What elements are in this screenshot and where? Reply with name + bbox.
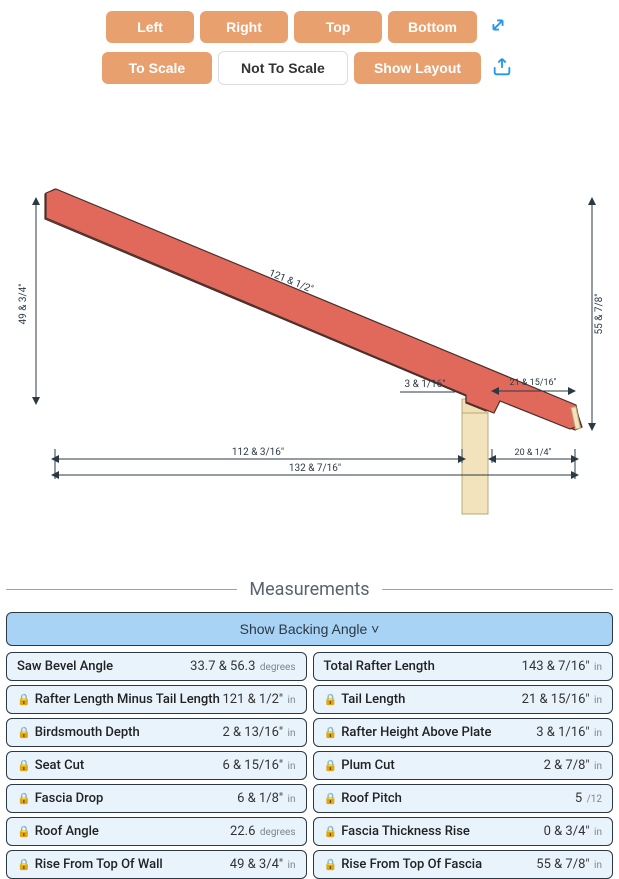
share-icon[interactable] (487, 52, 517, 85)
rafter-diagram: 49 & 3/4" 55 & 7/8" 121 & 1/2" 3 & 1/16"… (0, 149, 619, 549)
not-to-scale-button[interactable]: Not To Scale (218, 51, 348, 85)
show-backing-angle-button[interactable]: Show Backing Angle ˅ (6, 612, 613, 646)
lock-icon: 🔒 (17, 693, 31, 706)
measurement-row[interactable]: 🔒Roof Pitch 5 /12 (313, 784, 614, 813)
measurement-value: 6 & 15/16" in (222, 758, 295, 773)
lock-icon: 🔒 (324, 792, 338, 805)
measurements-header: Measurements (6, 579, 613, 600)
measurement-value: 6 & 1/8" in (237, 791, 295, 806)
measurement-row[interactable]: 🔒Rise From Top Of Wall 49 & 3/4" in (6, 850, 307, 879)
dim-rise-left: 49 & 3/4" (18, 284, 29, 325)
measurement-value: 22.6 degrees (230, 824, 295, 839)
measurement-row[interactable]: 🔒Birdsmouth Depth 2 & 13/16" in (6, 718, 307, 747)
measurement-value: 5 /12 (575, 791, 602, 806)
measurement-row[interactable]: 🔒Fascia Drop 6 & 1/8" in (6, 784, 307, 813)
measurement-label: 🔒Plum Cut (324, 758, 395, 773)
measurement-label: 🔒Fascia Thickness Rise (324, 824, 470, 839)
lock-icon: 🔒 (17, 759, 31, 772)
lock-icon: 🔒 (17, 858, 31, 871)
lock-icon: 🔒 (324, 726, 338, 739)
measurement-row[interactable]: 🔒Rise From Top Of Fascia 55 & 7/8" in (313, 850, 614, 879)
dim-rise-right: 55 & 7/8" (594, 294, 605, 335)
measurement-value: 49 & 3/4" in (230, 857, 296, 872)
left-button[interactable]: Left (106, 11, 194, 43)
toolbar: Left Right Top Bottom To Scale Not To Sc… (0, 0, 619, 99)
measurement-label: 🔒Rafter Length Minus Tail Length (17, 692, 220, 707)
measurement-value: 2 & 7/8" in (544, 758, 602, 773)
measurements-section: Measurements Show Backing Angle ˅ Saw Be… (0, 579, 619, 879)
toolbar-row-1: Left Right Top Bottom (0, 10, 619, 43)
lock-icon: 🔒 (324, 825, 338, 838)
measurement-value: 3 & 1/16" in (536, 725, 602, 740)
show-layout-button[interactable]: Show Layout (354, 52, 481, 84)
lock-icon: 🔒 (324, 693, 338, 706)
measurement-label: 🔒Seat Cut (17, 758, 84, 773)
measurements-title: Measurements (237, 579, 381, 600)
measurement-row[interactable]: Total Rafter Length 143 & 7/16" in (313, 652, 614, 681)
top-button[interactable]: Top (294, 11, 382, 43)
measurement-label: 🔒Roof Pitch (324, 791, 402, 806)
lock-icon: 🔒 (17, 825, 31, 838)
measurement-row[interactable]: 🔒Rafter Height Above Plate 3 & 1/16" in (313, 718, 614, 747)
dim-birdsmouth: 3 & 1/16" (405, 379, 446, 390)
measurement-value: 0 & 3/4" in (544, 824, 602, 839)
measurement-label: 🔒Roof Angle (17, 824, 99, 839)
measurement-label: 🔒Tail Length (324, 692, 406, 707)
measurements-grid: Saw Bevel Angle 33.7 & 56.3 degrees Total … (6, 652, 613, 879)
measurement-row[interactable]: 🔒Rafter Length Minus Tail Length121 & 1/… (6, 685, 307, 714)
measurement-value: 33.7 & 56.3 degrees (190, 659, 295, 674)
measurement-value: 143 & 7/16" in (522, 659, 602, 674)
dim-total-run: 132 & 7/16" (289, 463, 341, 474)
measurement-row[interactable]: 🔒Fascia Thickness Rise 0 & 3/4" in (313, 817, 614, 846)
measurement-row[interactable]: 🔒Tail Length 21 & 15/16" in (313, 685, 614, 714)
measurement-label: Saw Bevel Angle (17, 659, 113, 674)
dim-run: 112 & 3/16" (232, 447, 284, 458)
measurement-row[interactable]: Saw Bevel Angle 33.7 & 56.3 degrees (6, 652, 307, 681)
measurement-value: 55 & 7/8" in (536, 857, 602, 872)
dim-overhang: 20 & 1/4" (515, 448, 552, 458)
measurement-label: 🔒Rise From Top Of Wall (17, 857, 163, 872)
dim-tail: 21 & 15/16" (509, 378, 556, 388)
measurement-row[interactable]: 🔒Roof Angle 22.6 degrees (6, 817, 307, 846)
lock-icon: 🔒 (324, 759, 338, 772)
measurement-value: 2 & 13/16" in (222, 725, 295, 740)
measurement-label: 🔒Birdsmouth Depth (17, 725, 140, 740)
measurement-row[interactable]: 🔒Seat Cut 6 & 15/16" in (6, 751, 307, 780)
measurement-value: 21 & 15/16" in (522, 692, 602, 707)
measurement-label: 🔒Rafter Height Above Plate (324, 725, 492, 740)
measurement-label: 🔒Rise From Top Of Fascia (324, 857, 483, 872)
right-button[interactable]: Right (200, 11, 288, 43)
expand-icon[interactable] (483, 10, 513, 43)
lock-icon: 🔒 (17, 726, 31, 739)
measurement-row[interactable]: 🔒Plum Cut 2 & 7/8" in (313, 751, 614, 780)
bottom-button[interactable]: Bottom (388, 11, 477, 43)
lock-icon: 🔒 (324, 858, 338, 871)
to-scale-button[interactable]: To Scale (102, 52, 212, 84)
lock-icon: 🔒 (17, 792, 31, 805)
toolbar-row-2: To Scale Not To Scale Show Layout (0, 51, 619, 85)
measurement-value: 121 & 1/2" in (222, 692, 295, 707)
measurement-label: Total Rafter Length (324, 659, 435, 674)
measurement-label: 🔒Fascia Drop (17, 791, 103, 806)
